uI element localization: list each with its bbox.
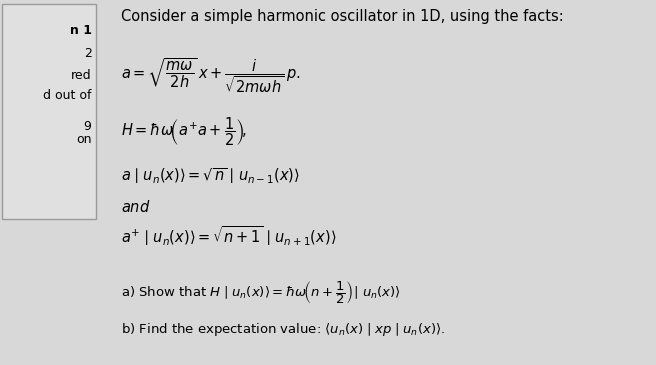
- Text: d out of: d out of: [43, 89, 92, 103]
- Text: 9: 9: [83, 120, 92, 134]
- Text: Consider a simple harmonic oscillator in 1D, using the facts:: Consider a simple harmonic oscillator in…: [121, 9, 564, 24]
- Text: $a^{+}\mid u_n(x)\rangle = \sqrt{n+1}\mid u_{n+1}(x)\rangle$: $a^{+}\mid u_n(x)\rangle = \sqrt{n+1}\mi…: [121, 224, 337, 248]
- Text: n 1: n 1: [70, 24, 92, 37]
- Text: $\mathit{and}$: $\mathit{and}$: [121, 199, 150, 215]
- Text: $a = \sqrt{\dfrac{m\omega}{2h}}\,x + \dfrac{i}{\sqrt{2m\omega h}}\,p.$: $a = \sqrt{\dfrac{m\omega}{2h}}\,x + \df…: [121, 57, 300, 95]
- Text: $a\mid u_n(x)\rangle = \sqrt{n}\mid u_{n-1}(x)\rangle$: $a\mid u_n(x)\rangle = \sqrt{n}\mid u_{n…: [121, 166, 300, 186]
- Text: on: on: [76, 133, 92, 146]
- Text: 2: 2: [83, 47, 92, 61]
- Text: red: red: [71, 69, 92, 82]
- Text: $H = \hbar\omega\!\left(a^{+}a + \dfrac{1}{2}\right)\!,$: $H = \hbar\omega\!\left(a^{+}a + \dfrac{…: [121, 115, 247, 147]
- FancyBboxPatch shape: [2, 4, 96, 219]
- Text: a) Show that $H\mid u_n(x)\rangle = \hbar\omega\!\left(n + \dfrac{1}{2}\right)\!: a) Show that $H\mid u_n(x)\rangle = \hba…: [121, 279, 401, 306]
- Text: b) Find the expectation value: $\langle u_n(x)\mid xp\mid u_n(x)\rangle$.: b) Find the expectation value: $\langle …: [121, 321, 445, 338]
